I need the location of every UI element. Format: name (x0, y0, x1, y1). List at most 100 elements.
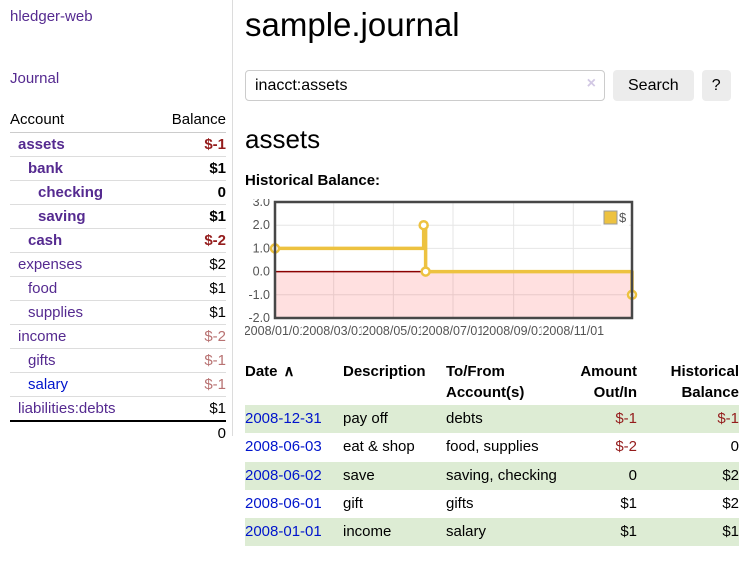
col-amount-outin: Amount Out/In (580, 363, 637, 401)
negative-region (275, 271, 632, 318)
accounts-total-row: 0 (10, 420, 226, 445)
account-balance: $-2 (152, 324, 226, 349)
account-balance: $-1 (152, 348, 226, 373)
accounts-table: Account Balance assets $-1 bank $1 checking 0… (10, 108, 226, 445)
col-historical-balance: Historical Balance (670, 363, 739, 401)
transaction-balance: $2 (722, 494, 739, 512)
transaction-accounts: gifts (446, 494, 474, 512)
account-balance: $1 (152, 204, 226, 229)
chart-canvas: $3.0 2.0 1.0 0.0 -1.0 -2.02008/01/012008/03/0… (243, 195, 638, 338)
account-balance: $1 (152, 276, 226, 301)
sidebar: hledger-web Journal Account Balance asse… (0, 0, 233, 445)
transaction-row: 2008-06-03 eat & shop food, supplies $-2 0 (245, 433, 739, 461)
data-point (420, 266, 431, 277)
account-balance: $1 (152, 300, 226, 325)
search-help-button[interactable]: ? (701, 70, 731, 101)
account-link-saving[interactable]: saving (38, 208, 86, 225)
transaction-balance: $1 (722, 523, 739, 540)
transaction-balance: $-1 (717, 410, 739, 427)
account-row: food $1 (10, 276, 226, 301)
accounts-total-value: 0 (152, 420, 226, 445)
historical-balance-chart[interactable]: $3.0 2.0 1.0 0.0 -1.0 -2.0 2008/01/01 2008/03/0… (243, 195, 742, 344)
account-row: supplies $1 (10, 300, 226, 325)
account-row: liabilities:debts $1 (10, 396, 226, 421)
account-link-bank[interactable]: bank (28, 160, 64, 177)
x-tick-label: 2008/05/01 (362, 324, 425, 338)
account-link-supplies[interactable]: supplies (28, 304, 84, 321)
account-balance: $-1 (152, 372, 226, 397)
account-row: expenses $2 (10, 252, 226, 277)
account-balance: $1 (152, 156, 226, 181)
account-link-salary[interactable]: salary (28, 376, 69, 393)
account-link-expenses[interactable]: expenses (18, 256, 83, 273)
transaction-date-link[interactable]: 2008-06-02 (245, 466, 322, 484)
account-balance: $2 (152, 252, 226, 277)
y-tick-label: 0.0 (253, 265, 270, 279)
account-link-income[interactable]: income (18, 328, 67, 345)
account-row: cash $-2 (10, 228, 226, 253)
chart-title: Historical Balance: (245, 172, 381, 189)
x-tick-label: 2008/09/01 (482, 324, 545, 338)
col-description: Description (343, 363, 426, 380)
account-row: checking 0 (10, 180, 226, 205)
transaction-row: 2008-06-01 gift gifts $1 $2 (245, 490, 739, 518)
y-tick-label: 3.0 (253, 199, 270, 209)
legend-label: $ (619, 210, 627, 225)
account-row: salary $-1 (10, 372, 226, 397)
transaction-accounts: debts (446, 410, 483, 427)
clear-search-icon[interactable]: × (586, 75, 596, 92)
y-tick-label: 2.0 (253, 218, 270, 232)
x-tick-label: 2008/01/01 (245, 324, 306, 338)
transaction-date-link[interactable]: 2008-01-01 (245, 523, 322, 540)
account-row: assets $-1 (10, 133, 226, 157)
account-balance: $-2 (152, 228, 226, 253)
col-date-sort[interactable]: Date ∧ (245, 363, 295, 380)
account-link-assets[interactable]: assets (18, 136, 65, 153)
account-row: saving $1 (10, 204, 226, 229)
transaction-amount: $-1 (615, 410, 637, 427)
transaction-description: eat & shop (343, 438, 415, 456)
y-tick-label: -1.0 (248, 288, 270, 302)
account-heading: assets (245, 124, 321, 154)
sidebar-item-journal[interactable]: Journal (10, 70, 60, 87)
transaction-description: save (343, 466, 375, 484)
search-input[interactable] (245, 70, 605, 101)
account-balance: 0 (152, 180, 226, 205)
transaction-accounts: food, supplies (446, 438, 539, 456)
transaction-amount: $-2 (615, 438, 637, 456)
legend-swatch (603, 210, 618, 225)
hledger-web-page: hledger-web Journal Account Balance asse… (0, 0, 742, 547)
accounts-col-account: Account (10, 108, 153, 133)
account-link-checking[interactable]: checking (38, 184, 104, 201)
transaction-accounts: salary (446, 523, 487, 540)
y-tick-label: 1.0 (253, 241, 270, 255)
x-tick-label: 2008/11/01 (542, 324, 604, 338)
chart-border (273, 200, 634, 320)
transactions-header-row: Date ∧ Description To/From Account(s) Amo… (245, 359, 739, 405)
transaction-date-link[interactable]: 2008-06-03 (245, 438, 322, 456)
transaction-balance: 0 (730, 438, 739, 456)
brand-link[interactable]: hledger-web (10, 8, 93, 25)
transaction-row: 2008-12-31 pay off debts $-1 $-1 (245, 405, 739, 434)
transaction-date-link[interactable]: 2008-06-01 (245, 494, 322, 512)
transaction-amount: 0 (628, 466, 637, 484)
transaction-amount: $1 (620, 494, 637, 512)
account-link-cash[interactable]: cash (28, 232, 63, 249)
transaction-amount: $1 (620, 523, 637, 540)
search-button[interactable]: Search (613, 70, 694, 101)
transactions-table: Date ∧ Description To/From Account(s) Amo… (245, 359, 739, 547)
search-form: × Search ? (245, 70, 742, 101)
accounts-header-row: Account Balance (10, 108, 226, 133)
account-link-food[interactable]: food (28, 280, 58, 297)
account-balance: $-1 (204, 136, 226, 153)
account-link-liabilities-debts[interactable]: liabilities:debts (18, 400, 116, 417)
transaction-balance: $2 (722, 466, 739, 484)
x-tick-label: 2008/07/01 (422, 324, 485, 338)
transaction-date-link[interactable]: 2008-12-31 (245, 410, 322, 427)
transaction-description: income (343, 523, 392, 540)
transaction-row: 2008-06-02 save saving, checking 0 $2 (245, 461, 739, 490)
account-link-gifts[interactable]: gifts (28, 352, 56, 369)
x-tick-label: 2008/03/01 (302, 324, 365, 338)
transaction-row: 2008-01-01 income salary $1 $1 (245, 518, 739, 547)
account-row: bank $1 (10, 156, 226, 181)
